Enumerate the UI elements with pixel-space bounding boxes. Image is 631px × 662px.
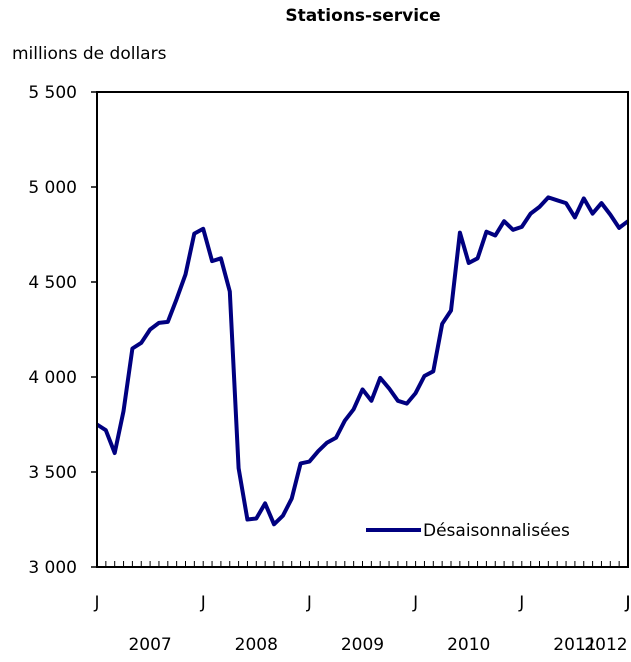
y-tick-label: 3 500 — [28, 463, 77, 483]
x-month-tick-label: J — [518, 593, 524, 613]
series-line — [95, 195, 630, 527]
legend-label: Désaisonnalisées — [423, 521, 570, 541]
y-axis-unit-label: millions de dollars — [12, 44, 167, 64]
x-year-label: 2008 — [235, 635, 278, 655]
chart-title: Stations-service — [285, 6, 441, 26]
x-year-label: 2009 — [341, 635, 384, 655]
y-tick-label: 4 500 — [28, 273, 77, 293]
plot-area-frame — [96, 91, 629, 568]
x-year-label: 2012 — [584, 635, 627, 655]
x-year-label: 2007 — [128, 635, 171, 655]
x-month-tick-label: J — [624, 593, 630, 613]
x-year-label: 2011 — [553, 635, 596, 655]
y-tick-label: 5 500 — [28, 83, 77, 103]
y-axis-ticks: 3 000 3 500 4 000 4 500 5 000 5 500 — [28, 83, 97, 578]
x-year-label: 2010 — [447, 635, 490, 655]
x-month-tick-label: J — [93, 593, 99, 613]
y-tick-label: 3 000 — [28, 558, 77, 578]
series-lines — [95, 195, 630, 527]
y-tick-label: 4 000 — [28, 368, 77, 388]
x-month-tick-label: J — [200, 593, 206, 613]
x-month-tick-label: J — [306, 593, 312, 613]
x-month-tick-label: J — [624, 593, 630, 613]
x-month-tick-label: J — [412, 593, 418, 613]
y-tick-label: 5 000 — [28, 178, 77, 198]
legend: Désaisonnalisées — [366, 521, 570, 541]
